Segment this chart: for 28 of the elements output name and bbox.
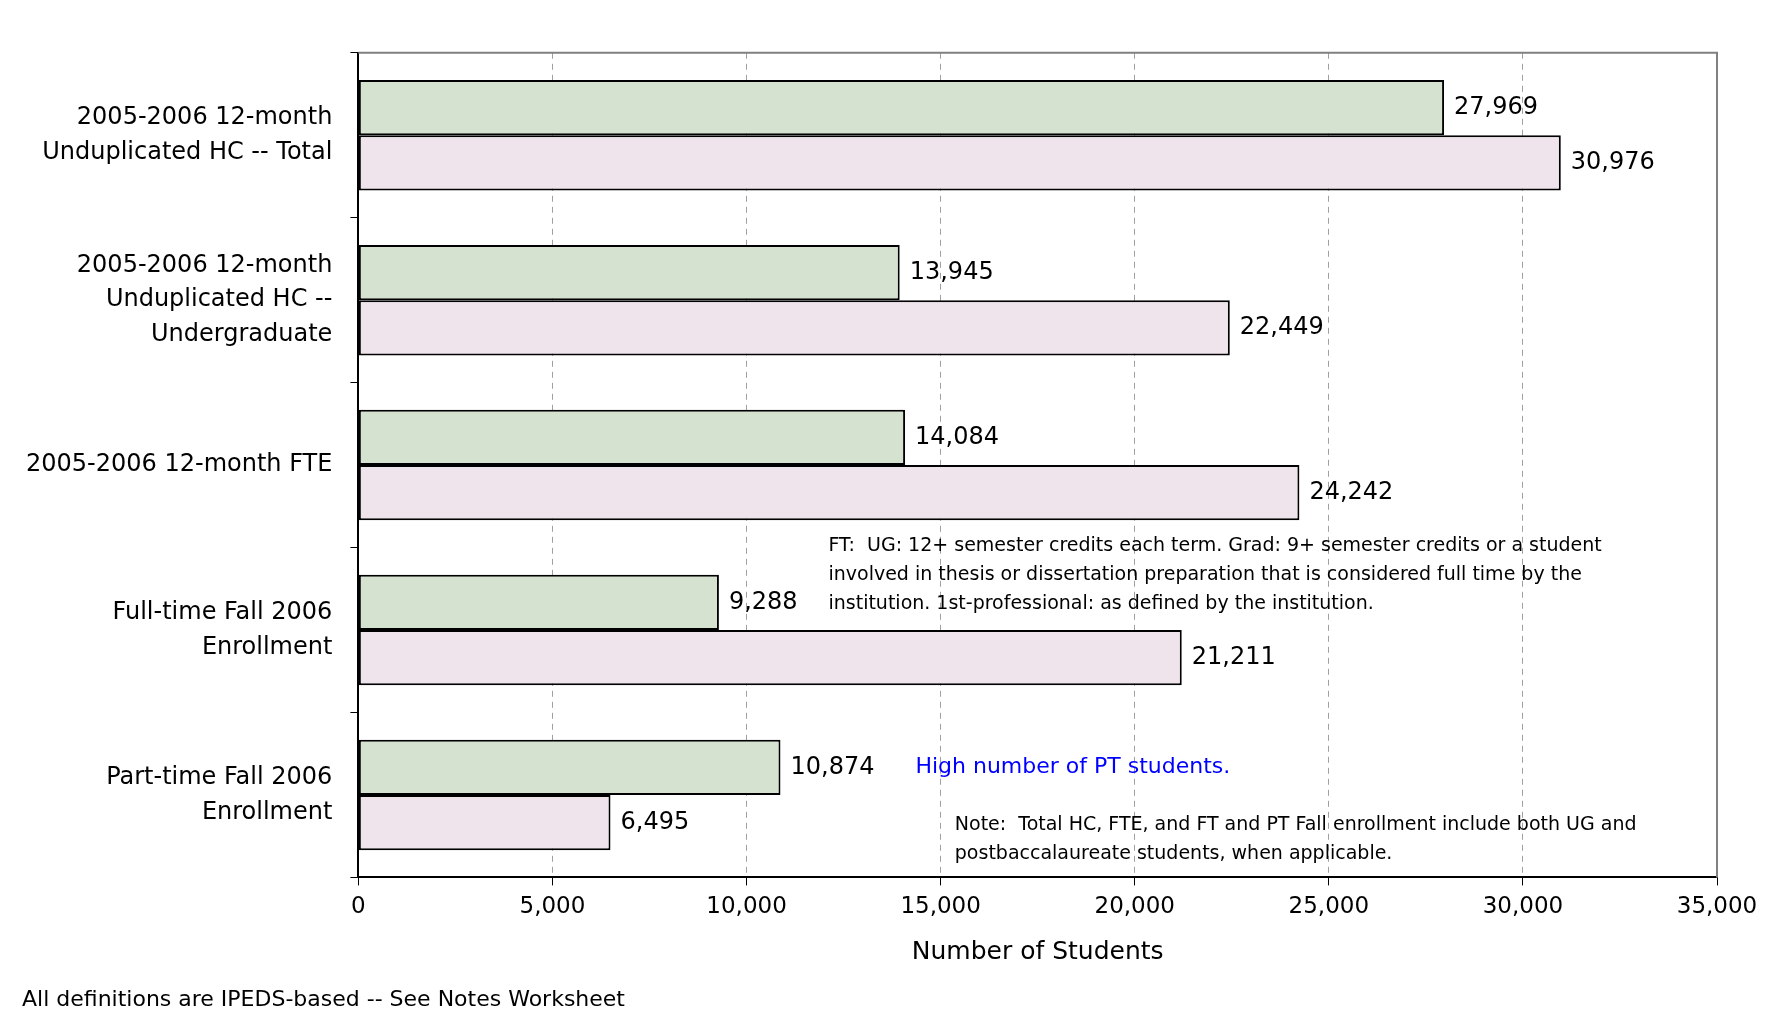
data-label: 24,242 [1309,476,1394,505]
annotation: Note: Total HC, FTE, and FT and PT Fall enrollment include both UG and postbaccalaureate students, when applicable. [954,812,1637,864]
data-label: 30,976 [1570,147,1655,176]
y-tick-label: Full-time Fall 2006 Enrollment [112,596,333,660]
data-label: 6,495 [620,806,690,835]
x-axis-title: Number of Students [911,935,1164,965]
annotation: High number of PT students. [915,753,1231,779]
x-tick-label: 20,000 [1094,892,1175,919]
annotation: FT: UG: 12+ semester credits each term. Grad: 9+ semester credits or a student involved in thesis or dissertation preparation that is considered full time by the institution. 1st-professional: as defined by the institution. [828,532,1602,613]
data-label: 27,969 [1454,91,1539,120]
data-label: 14,084 [915,421,1000,450]
x-tick-label: 10,000 [706,892,787,919]
data-label: 13,945 [909,256,994,285]
data-label: 9,288 [728,586,798,615]
y-tick-label: Part-time Fall 2006 Enrollment [106,761,333,825]
data-label: 10,874 [790,751,875,780]
x-tick-label: 15,000 [900,892,981,919]
x-tick-label: 5,000 [519,892,586,919]
y-tick-label: 2005-2006 12-month FTE [26,449,333,478]
x-tick-label: 30,000 [1482,892,1564,919]
x-tick-label: 0 [351,892,366,919]
text: All definitions are IPEDS-based -- See Notes Worksheet [22,985,626,1011]
y-tick-label: 2005-2006 12-month Unduplicated HC -- Undergraduate [76,249,333,348]
data-label: 21,211 [1191,641,1276,670]
x-tick-label: 25,000 [1288,892,1370,919]
x-tick-label: 35,000 [1676,892,1758,919]
y-tick-label: 2005-2006 12-month Unduplicated HC -- Total [42,102,333,165]
data-label: 22,449 [1239,312,1324,341]
